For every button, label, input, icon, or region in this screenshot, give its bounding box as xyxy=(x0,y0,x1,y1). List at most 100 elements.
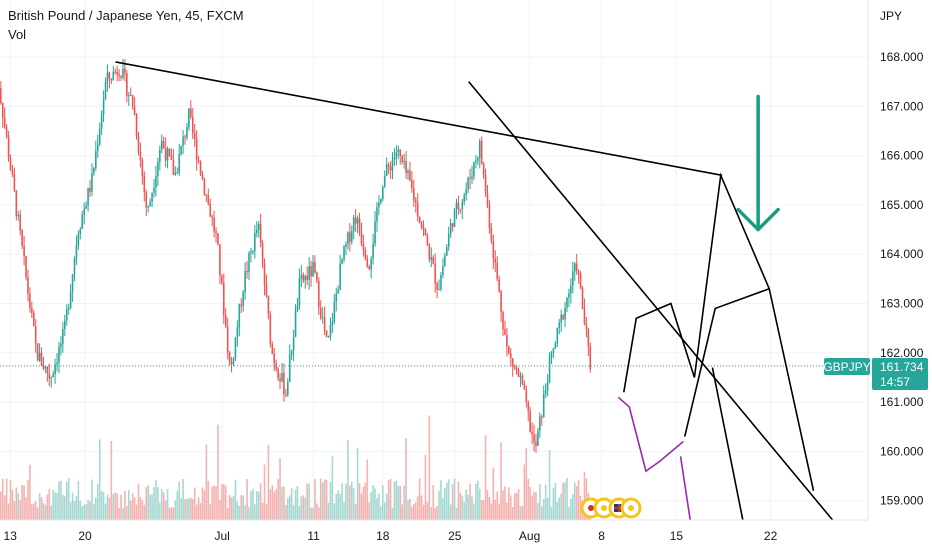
price-axis-bg[interactable] xyxy=(868,0,932,550)
volume-bar xyxy=(374,488,376,520)
volume-bar xyxy=(118,507,120,520)
volume-bar xyxy=(1,478,4,520)
candle-body xyxy=(327,336,330,338)
projection-path[interactable] xyxy=(623,172,815,492)
event-icon[interactable] xyxy=(593,497,615,519)
volume-bar xyxy=(482,500,485,520)
candle-body xyxy=(135,114,138,137)
volume-bar xyxy=(325,479,328,520)
candle-body xyxy=(1,102,4,118)
volume-bar xyxy=(535,492,537,520)
candle-body xyxy=(387,164,390,167)
candle-body xyxy=(414,200,417,203)
volume-bar xyxy=(318,507,320,520)
candle-body xyxy=(546,382,549,391)
volume-bar xyxy=(81,506,84,520)
volume-indicator-label[interactable]: Vol xyxy=(8,27,27,42)
projection-path-purple[interactable] xyxy=(617,396,684,473)
candle-body xyxy=(143,176,146,193)
candle-body xyxy=(178,154,181,173)
volume-bar xyxy=(418,478,421,520)
volume-bar xyxy=(513,493,516,520)
drawn-line[interactable] xyxy=(679,456,692,521)
candle-body xyxy=(519,375,522,377)
candle-body xyxy=(120,76,122,78)
volume-bar xyxy=(339,494,341,520)
candle-body xyxy=(420,223,423,227)
candle-body xyxy=(195,138,198,160)
projection-path[interactable] xyxy=(683,287,770,437)
trend-line[interactable] xyxy=(115,61,723,177)
volume-bar xyxy=(11,489,14,520)
volume-bar xyxy=(380,506,382,520)
candle-body xyxy=(310,266,312,277)
volume-bar xyxy=(75,496,78,520)
volume-bar xyxy=(484,435,487,520)
candle-body xyxy=(325,330,328,338)
volume-bar xyxy=(393,481,396,520)
volume-bar xyxy=(40,497,43,520)
volume-bar xyxy=(116,493,118,520)
volume-bar xyxy=(205,444,208,520)
candle-body xyxy=(226,326,229,353)
candle-body xyxy=(31,307,33,313)
volume-bar xyxy=(285,504,287,520)
volume-bar xyxy=(114,492,117,520)
candle-body xyxy=(174,173,177,175)
last-price-badge xyxy=(872,358,928,390)
time-tick-label: 20 xyxy=(78,529,92,543)
candle-body xyxy=(314,262,316,273)
candle-body xyxy=(583,308,586,325)
candle-body xyxy=(345,244,347,247)
candle-body xyxy=(100,114,103,129)
volume-bar xyxy=(506,502,508,520)
volume-bar xyxy=(199,502,202,520)
volume-bar xyxy=(176,491,179,520)
time-axis-bg[interactable] xyxy=(0,520,932,550)
candle-body xyxy=(277,369,279,379)
down-arrow-icon[interactable] xyxy=(736,94,780,232)
candle-body xyxy=(7,136,10,159)
volume-bar xyxy=(267,445,270,520)
drawn-line[interactable] xyxy=(711,367,744,521)
candle-body xyxy=(389,166,392,171)
candle-body xyxy=(589,346,592,370)
volume-bar xyxy=(83,504,85,520)
candle-body xyxy=(515,367,518,370)
candle-body xyxy=(254,232,256,252)
economic-events[interactable] xyxy=(580,497,642,519)
candle-body xyxy=(521,375,524,384)
candle-body xyxy=(261,242,264,264)
candle-body xyxy=(508,346,510,354)
candle-body xyxy=(478,140,481,158)
candle-body xyxy=(176,172,179,174)
volume-bar xyxy=(236,501,239,520)
volume-bar xyxy=(126,506,128,520)
candle-body xyxy=(188,108,190,128)
event-icon[interactable] xyxy=(620,497,642,519)
volume-bar xyxy=(17,493,20,520)
trend-line[interactable] xyxy=(468,81,834,521)
candle-body xyxy=(298,278,301,306)
candle-body xyxy=(238,304,241,328)
volume-bar xyxy=(164,500,167,520)
candle-body xyxy=(64,320,66,330)
candle-body xyxy=(75,245,78,259)
candle-body xyxy=(511,358,514,366)
candle-body xyxy=(302,274,305,281)
price-tick-label: 159.000 xyxy=(880,494,924,508)
volume-bar xyxy=(162,492,165,520)
volume-bar xyxy=(358,483,361,520)
candle-body xyxy=(87,187,89,206)
candle-body xyxy=(290,351,293,355)
volume-bar xyxy=(149,494,151,520)
drawings[interactable] xyxy=(115,61,834,521)
candle-body xyxy=(46,366,49,374)
candle-body xyxy=(560,314,562,323)
volume-bar xyxy=(438,490,440,520)
volume-bars xyxy=(0,415,592,520)
volume-bar xyxy=(292,505,295,520)
price-tick-label: 165.000 xyxy=(880,198,924,212)
